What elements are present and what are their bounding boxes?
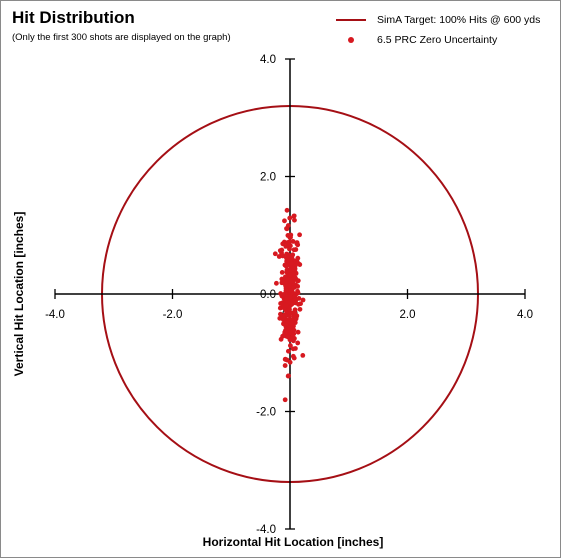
shot-point (287, 272, 293, 278)
shot-point (288, 294, 293, 300)
y-tick-label: -2.0 (256, 407, 276, 419)
y-tick-label: -4.0 (256, 524, 276, 536)
y-tick-label: 4.0 (260, 54, 276, 66)
shot-point (290, 239, 296, 244)
shot-point (300, 297, 306, 303)
y-tick-label: 2.0 (260, 172, 276, 184)
shot-point (273, 280, 279, 286)
x-tick-label: 2.0 (400, 309, 416, 321)
legend-dot-swatch (331, 37, 371, 43)
shot-point (283, 243, 289, 249)
shot-point (287, 343, 293, 348)
shot-point (282, 274, 288, 280)
legend: SimA Target: 100% Hits @ 600 yds 6.5 PRC… (331, 10, 540, 50)
legend-label-shots: 6.5 PRC Zero Uncertainty (377, 34, 498, 46)
shot-point (295, 329, 301, 335)
shot-point (289, 320, 294, 326)
shot-point (279, 247, 285, 253)
shot-point (284, 207, 290, 213)
shot-point (280, 315, 286, 321)
shot-point (290, 252, 296, 258)
shot-point (292, 217, 297, 223)
shot-point (283, 303, 289, 308)
shot-point (291, 247, 297, 253)
shot-point (291, 327, 297, 333)
shot-point (293, 296, 299, 302)
shot-point (291, 213, 297, 219)
shot-point (295, 283, 301, 289)
chart-subtitle: (Only the first 300 shots are displayed … (12, 32, 231, 43)
shot-point (295, 288, 300, 294)
shot-point (279, 270, 285, 275)
legend-line-swatch (331, 19, 371, 21)
shot-point (292, 275, 297, 281)
x-tick-label: -2.0 (163, 309, 183, 321)
shot-point (282, 397, 288, 403)
shot-point (295, 255, 301, 261)
shot-point (286, 325, 292, 331)
shot-point (283, 263, 289, 269)
legend-label-target: SimA Target: 100% Hits @ 600 yds (377, 14, 541, 26)
shot-point (272, 251, 278, 257)
shot-point (287, 215, 293, 221)
shot-point (280, 333, 286, 339)
shot-point (291, 355, 297, 361)
shot-point (292, 307, 298, 313)
shot-point (289, 261, 295, 266)
shot-point (284, 226, 290, 232)
x-tick-label: -4.0 (45, 309, 65, 321)
shot-point (285, 320, 291, 325)
y-axis-label: Vertical Hit Location [inches] (12, 211, 26, 377)
legend-item-target: SimA Target: 100% Hits @ 600 yds (331, 10, 540, 30)
legend-item-shots: 6.5 PRC Zero Uncertainty (331, 30, 540, 50)
shot-point (297, 232, 303, 238)
shot-point (285, 334, 291, 340)
shot-point (278, 301, 284, 306)
shot-point (292, 317, 298, 322)
shot-point (290, 346, 296, 352)
y-tick-label: 0.0 (260, 289, 276, 301)
shot-point (283, 356, 288, 362)
shot-point (282, 218, 287, 224)
shot-point (285, 233, 291, 238)
x-axis-label: Horizontal Hit Location [inches] (202, 535, 384, 549)
shot-point (288, 279, 294, 285)
shot-point (278, 311, 283, 317)
shot-point (284, 296, 289, 302)
chart-title: Hit Distribution (12, 8, 135, 27)
shot-point (284, 251, 290, 257)
shot-point (295, 340, 301, 346)
shot-point (288, 310, 294, 316)
shot-point (294, 240, 300, 246)
shot-point (287, 288, 293, 293)
shot-point (300, 352, 306, 358)
shot-point (285, 348, 291, 354)
shot-point (292, 336, 297, 341)
x-tick-label: 4.0 (517, 309, 533, 321)
shot-point (287, 359, 293, 365)
shot-point (276, 254, 282, 259)
shot-point (296, 301, 301, 307)
shot-point (295, 278, 301, 284)
shot-point (279, 276, 285, 282)
shot-point (280, 292, 286, 298)
shot-point (285, 373, 291, 379)
shot-point (295, 261, 301, 266)
shot-point (282, 363, 288, 368)
shot-point (297, 306, 303, 312)
shot-point (287, 283, 292, 289)
shot-point (286, 257, 292, 263)
